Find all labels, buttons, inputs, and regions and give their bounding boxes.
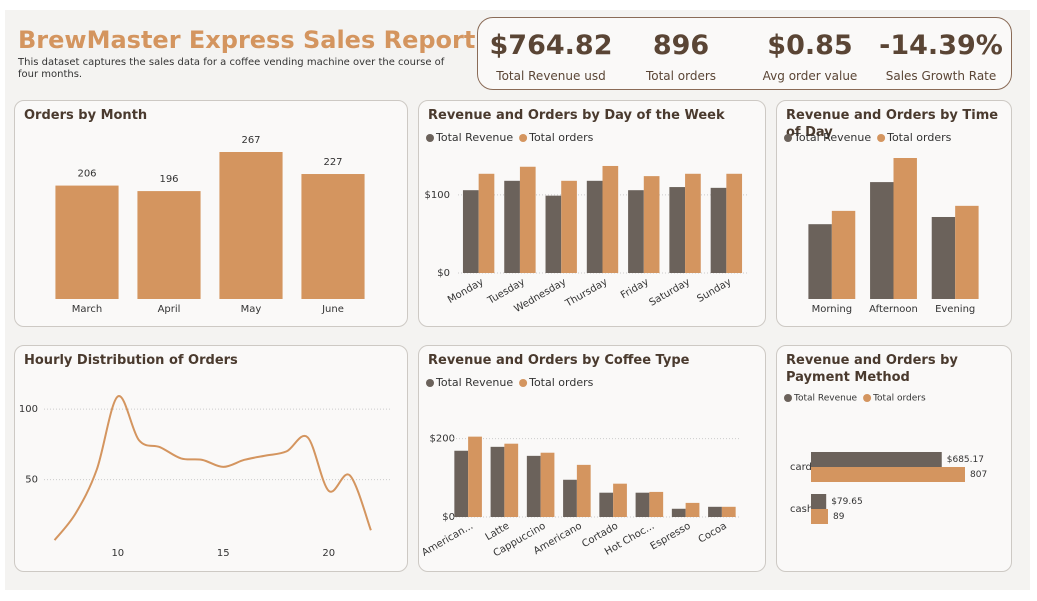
chart-panel: Hourly Distribution of Orders (14, 345, 408, 572)
chart-title: Revenue and Orders by Payment Method (786, 353, 958, 385)
kpi-label: Total Revenue usd (496, 69, 606, 83)
kpi-label: Total orders (645, 69, 717, 83)
kpi-label: Sales Growth Rate (885, 69, 997, 83)
chart-panel: Revenue and Orders by Coffee Type (418, 345, 766, 572)
chart-title: Hourly Distribution of Orders (24, 353, 238, 368)
report-title: BrewMaster Express Sales Report (18, 26, 476, 54)
chart-title: Revenue and Orders by Day of the Week (428, 108, 725, 123)
kpi-value: $764.82 (489, 30, 613, 61)
chart-panel: Orders by Month (14, 100, 408, 327)
report-subtitle: This dataset captures the sales data for… (18, 57, 445, 80)
chart-panel: Revenue and Orders by Time of Day (776, 100, 1012, 327)
kpi-label: Avg order value (762, 69, 858, 83)
kpi-value: 896 (652, 30, 710, 61)
kpi-value: -14.39% (879, 30, 1003, 61)
chart-panel: Revenue and Orders by Payment Method (776, 345, 1012, 572)
kpi-value: $0.85 (767, 30, 853, 61)
chart-title: Revenue and Orders by Time of Day (786, 108, 999, 140)
chart-title: Orders by Month (24, 108, 148, 123)
chart-panel: Revenue and Orders by Day of the Week (418, 100, 766, 327)
kpi-box: $764.82 Total Revenue usd 896 Total orders $… (477, 17, 1012, 90)
chart-title: Revenue and Orders by Coffee Type (428, 353, 690, 368)
